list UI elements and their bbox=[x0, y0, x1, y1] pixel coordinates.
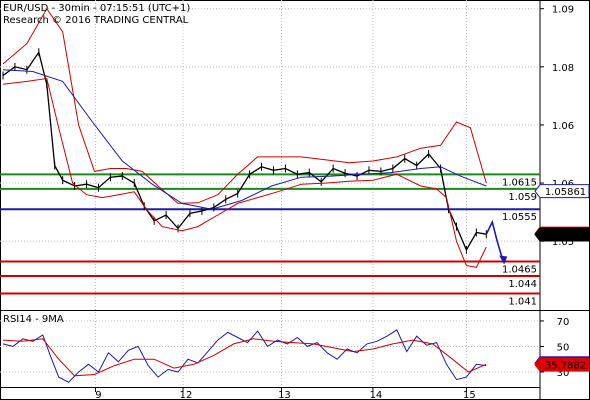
price-tick-label-1-07: 1.06 bbox=[552, 121, 574, 132]
tag-label: 1.05861 bbox=[545, 187, 586, 198]
price-tick-label-1-05: 1.05 bbox=[552, 237, 574, 248]
projection-arrowhead bbox=[499, 255, 508, 265]
series-moving-average bbox=[2, 69, 487, 210]
rsi-series-rsi-ma bbox=[2, 338, 487, 377]
price-tag-1-05861: 1.05861 bbox=[534, 184, 590, 199]
level-label-1-0555: 1.0555 bbox=[502, 212, 537, 223]
grid bbox=[0, 0, 540, 387]
rsi-tick-label-70: 70 bbox=[557, 317, 570, 328]
rsi-tick-label-50: 50 bbox=[557, 342, 570, 353]
rsi-series-rsi bbox=[2, 329, 487, 383]
tag-label: 1.05115 bbox=[545, 230, 586, 241]
x-tick-label-9: 9 bbox=[95, 390, 101, 400]
series-bollinger-upper bbox=[2, 7, 487, 204]
tag-box bbox=[534, 357, 590, 372]
price-series-layer bbox=[2, 7, 508, 268]
level-label-1-0465: 1.0465 bbox=[502, 265, 537, 276]
tag-box bbox=[534, 184, 590, 199]
x-axis: 9 12 13 14 15 bbox=[94, 387, 476, 400]
chart-title: EUR/USD - 30min - 07:15:51 (UTC+1) bbox=[3, 3, 190, 14]
rsi-series-layer bbox=[2, 329, 487, 383]
tag-box bbox=[534, 227, 590, 242]
levels-layer: 1.0615 1.059 1.0555 1.0465 1.044 1.041 bbox=[0, 173, 540, 307]
x-tick-label-13: 13 bbox=[278, 390, 291, 400]
rsi-title: RSI14 - 9MA bbox=[3, 314, 64, 325]
series-projection bbox=[485, 219, 504, 262]
tag-label: 35.7882 bbox=[545, 361, 586, 372]
rsi-tag-35-7882: 35.7882 bbox=[534, 357, 590, 372]
price-tick-label-1-08: 1.08 bbox=[552, 63, 574, 74]
x-tick-label-15: 15 bbox=[463, 390, 476, 400]
series-bollinger-lower bbox=[2, 77, 487, 268]
price-tag-1-05115: 1.05115 bbox=[534, 227, 590, 242]
rsi-tick-label-30: 30 bbox=[557, 368, 570, 379]
level-label-1-0615: 1.0615 bbox=[502, 177, 537, 188]
level-label-1-059: 1.059 bbox=[508, 192, 537, 203]
price-tick-label-1-09: 1.09 bbox=[552, 5, 574, 16]
x-tick-label-14: 14 bbox=[370, 390, 383, 400]
level-label-1-041: 1.041 bbox=[508, 296, 537, 307]
series-price bbox=[2, 50, 487, 252]
level-label-1-044: 1.044 bbox=[508, 279, 537, 290]
chart-copyright: Research © 2016 TRADING CENTRAL bbox=[3, 15, 189, 26]
x-tick-label-12: 12 bbox=[180, 390, 193, 400]
